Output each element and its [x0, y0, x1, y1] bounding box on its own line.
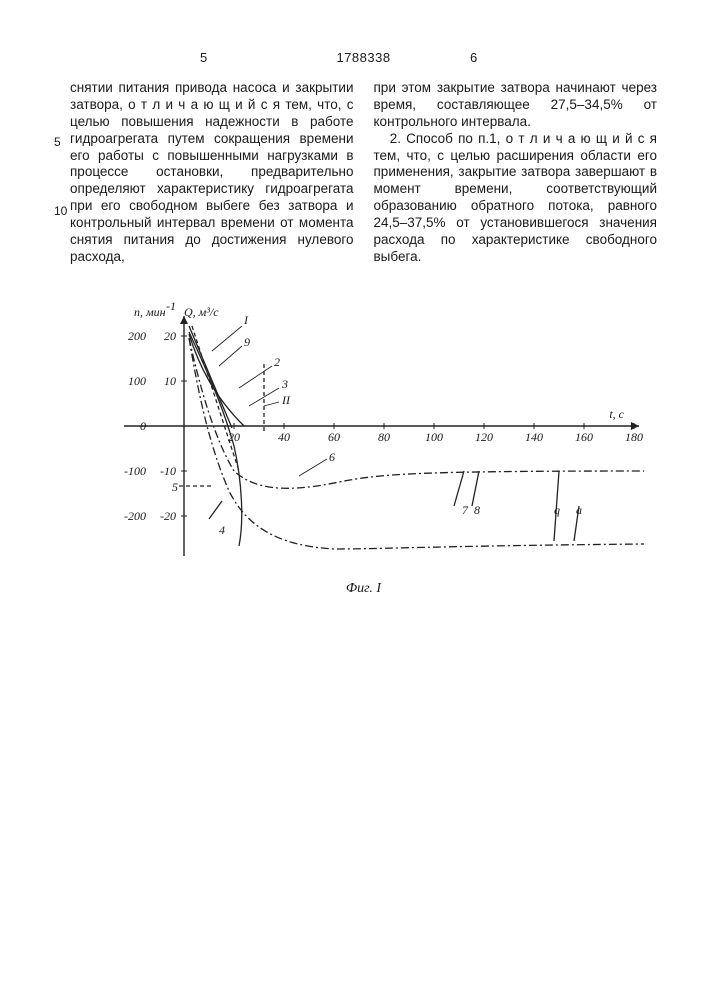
annotation-leader: [239, 366, 272, 388]
annotation-label: 3: [281, 377, 288, 391]
x-tick-label: 80: [378, 430, 390, 444]
y1-tick-label: -100: [124, 464, 146, 478]
right-column: при этом закрытие затвора начинают через…: [374, 80, 658, 266]
mark-7: [454, 471, 464, 506]
annotation-label: 9: [244, 335, 250, 349]
annotation-label: q: [554, 503, 560, 517]
x-arrow-icon: [631, 422, 639, 430]
x-tick-label: 120: [475, 430, 493, 444]
left-column: 5 10 снятии питания привода насоса и зак…: [70, 80, 354, 266]
figure-caption: Фиг. I: [70, 580, 657, 598]
annotation-label: 5: [172, 480, 178, 494]
y2-tick-label: -20: [160, 509, 176, 523]
line-num-5: 5: [54, 135, 61, 150]
right-paragraph-1: при этом закрытие затвора начинают через…: [374, 80, 658, 131]
text-columns: 5 10 снятии питания привода насоса и зак…: [70, 80, 657, 266]
col-num-right: 6: [470, 50, 477, 66]
right-paragraph-2: 2. Способ по п.1, о т л и ч а ю щ и й с …: [374, 131, 658, 266]
annotation-label: I: [243, 313, 249, 327]
header: 5 1788338 6: [70, 50, 657, 80]
y2-tick-label: 20: [164, 329, 176, 343]
y1-tick-label: 200: [128, 329, 146, 343]
annotation-leader: [219, 346, 242, 366]
patent-number: 1788338: [336, 50, 390, 66]
left-paragraph: снятии питания привода насоса и закрытии…: [70, 80, 354, 266]
y1-label: n, мин: [134, 305, 166, 319]
curve-4-seg: [209, 501, 222, 519]
line-num-10: 10: [54, 204, 67, 219]
chart-container: n, мин-1Q, м³/сt, c204060801001201401601…: [70, 296, 657, 576]
mark-8: [472, 471, 479, 506]
annotation-label: 7: [462, 503, 469, 517]
annotation-leader: [264, 402, 279, 406]
annotation-label: 6: [329, 450, 335, 464]
annotation-leader: [299, 459, 327, 476]
col-num-left: 5: [200, 50, 207, 66]
y1-tick-label: 0: [140, 419, 146, 433]
x-tick-label: 100: [425, 430, 443, 444]
x-tick-label: 160: [575, 430, 593, 444]
curve-6-dash: [189, 338, 644, 488]
annotation-leader: [212, 326, 242, 351]
y1-tick-label: -200: [124, 509, 146, 523]
x-tick-label: 60: [328, 430, 340, 444]
annotation-label: 4: [219, 523, 225, 537]
y2-tick-label: 10: [164, 374, 176, 388]
x-tick-label: 140: [525, 430, 543, 444]
page: 5 1788338 6 5 10 снятии питания привода …: [0, 0, 707, 1000]
annotation-label: II: [281, 393, 291, 407]
chart: n, мин-1Q, м³/сt, c204060801001201401601…: [84, 296, 644, 576]
y2-tick-label: -10: [160, 464, 176, 478]
x-label: t, c: [609, 407, 624, 421]
x-tick-label: 180: [625, 430, 643, 444]
annotation-label: 2: [274, 355, 280, 369]
y1-sup: -1: [166, 299, 176, 313]
annotation-label: 8: [474, 503, 480, 517]
y1-tick-label: 100: [128, 374, 146, 388]
annotation-label: a: [576, 503, 582, 517]
y2-label: Q, м³/с: [184, 305, 219, 319]
x-tick-label: 40: [278, 430, 290, 444]
